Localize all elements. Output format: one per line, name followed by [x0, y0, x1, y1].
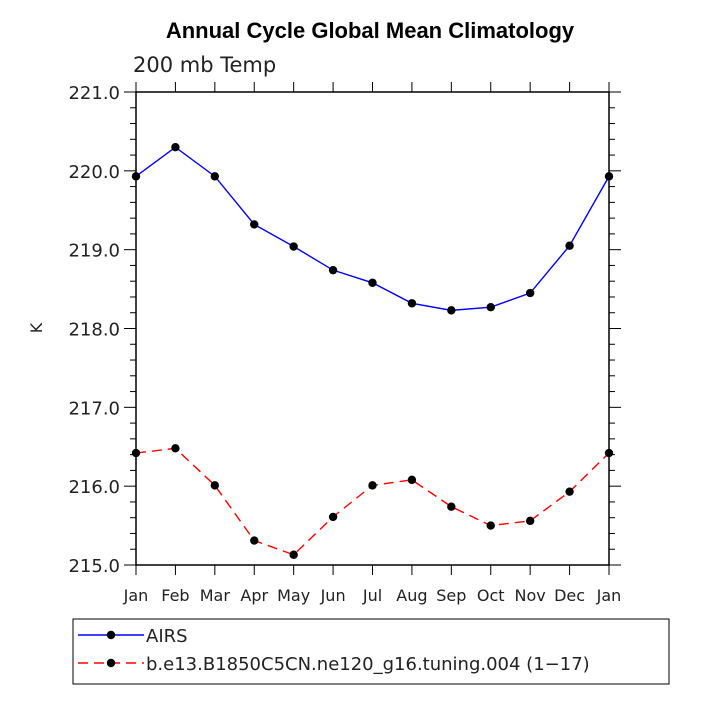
legend-marker-0: [106, 630, 116, 640]
x-tick-label: Mar: [200, 586, 231, 605]
x-tick-label: May: [277, 586, 310, 605]
legend-box: [72, 618, 670, 685]
y-tick-label: 220.0: [68, 162, 120, 183]
data-point-series-1: [407, 475, 417, 485]
data-point-series-1: [250, 536, 259, 545]
data-point-series-1: [289, 550, 298, 559]
chart-subtitle: 200 mb Temp: [133, 53, 276, 77]
data-point-series-0: [289, 242, 298, 251]
data-point-series-0: [447, 306, 456, 315]
data-point-series-0: [368, 278, 377, 287]
data-point-series-1: [368, 481, 377, 490]
y-tick-label: 219.0: [68, 241, 120, 262]
y-axis-label: K: [27, 322, 46, 333]
x-tick-label: Oct: [477, 586, 505, 605]
x-tick-label: Jun: [320, 586, 346, 605]
data-point-series-1: [604, 448, 614, 458]
data-point-series-1: [447, 502, 456, 511]
plot-area: 215.0 216.0 217.0 218.0 219.0 220.0 221.0 Jan Fe…: [68, 82, 621, 605]
data-point-series-0: [525, 288, 535, 298]
series-line-1: [135, 447, 610, 556]
x-tick-label: Dec: [554, 586, 585, 605]
data-point-series-1: [328, 512, 338, 522]
data-point-series-1: [171, 444, 180, 453]
data-point-series-0: [604, 172, 614, 181]
legend-label-airs: AIRS: [146, 626, 188, 647]
legend: AIRS b.e13.B1850C5CN.ne120_g16.tuning.00…: [72, 618, 670, 685]
legend-marker-1: [106, 658, 116, 668]
x-tick-label: Jul: [362, 586, 382, 605]
x-tick-label: Aug: [396, 586, 427, 605]
x-tick-label: Jan: [596, 586, 622, 605]
chart-title: Annual Cycle Global Mean Climatology: [166, 18, 575, 43]
x-tick-label: Nov: [515, 586, 546, 605]
data-point-series-0: [407, 299, 417, 308]
y-tick-label: 217.0: [68, 398, 120, 419]
y-tick-label: 218.0: [68, 320, 120, 341]
y-tick-label: 216.0: [68, 477, 120, 498]
data-point-series-1: [565, 487, 574, 496]
data-point-series-1: [525, 516, 535, 526]
x-tick-label: Jan: [123, 586, 149, 605]
data-point-series-1: [131, 448, 141, 458]
y-tick-label: 215.0: [68, 556, 120, 577]
x-tick-label: Sep: [436, 586, 466, 605]
data-point-series-0: [171, 142, 180, 152]
x-tick-label: Apr: [240, 586, 268, 605]
x-tick-label: Feb: [161, 586, 189, 605]
data-point-series-1: [210, 481, 220, 490]
data-point-series-0: [250, 220, 259, 229]
plot-frame: [135, 91, 610, 566]
data-point-series-1: [486, 521, 495, 530]
data-point-series-0: [131, 172, 141, 181]
y-tick-label: 221.0: [68, 83, 120, 104]
data-point-series-0: [210, 172, 220, 181]
data-point-series-0: [328, 265, 338, 275]
data-point-series-0: [486, 303, 495, 312]
data-point-series-0: [565, 241, 574, 250]
legend-label-model: b.e13.B1850C5CN.ne120_g16.tuning.004 (1−…: [146, 654, 590, 675]
